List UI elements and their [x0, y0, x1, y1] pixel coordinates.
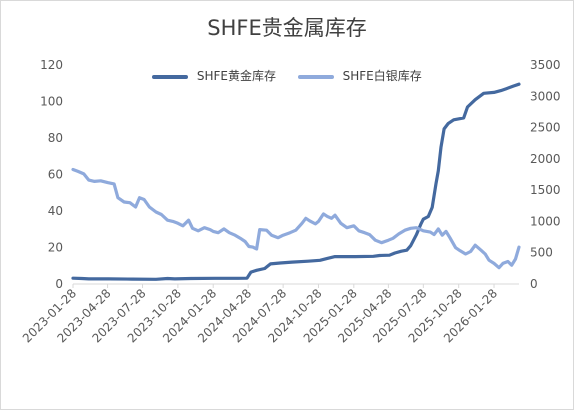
- y-right-tick-label: 2500: [530, 121, 561, 135]
- y-left-tick-label: 0: [55, 277, 63, 291]
- series-line-silver: [71, 167, 521, 270]
- legend-swatch-gold: [152, 74, 188, 79]
- series-line-gold: [71, 82, 521, 281]
- y-right-tick-label: 0: [530, 277, 538, 291]
- axes-layer: 0 20 40 60 80 100 120 0 500 1000 1500 2000 2500 3000 3…: [20, 58, 561, 345]
- legend-swatch-silver: [297, 74, 334, 79]
- y-right-tick-label: 500: [530, 246, 553, 260]
- legend: SHFE黄金库存 SHFE白银库存: [152, 67, 440, 84]
- y-left-tick-label: 100: [40, 95, 63, 109]
- y-left-tick-label: 40: [48, 204, 63, 218]
- chart-title: SHFE贵金属库存: [207, 16, 367, 40]
- y-right-tick-label: 2000: [530, 152, 561, 166]
- y-left-tick-label: 120: [40, 58, 63, 72]
- y-right-tick-label: 1000: [530, 214, 561, 228]
- series-layer: [71, 82, 521, 281]
- y-left-tick-label: 80: [48, 131, 63, 145]
- legend-item-gold: SHFE黄金库存: [152, 67, 276, 84]
- y-left-tick-label: 20: [48, 241, 63, 255]
- legend-label-silver: SHFE白银库存: [342, 69, 422, 83]
- legend-item-silver: SHFE白银库存: [297, 67, 422, 84]
- y-right-tick-label: 3500: [530, 58, 561, 72]
- y-left-tick-label: 60: [48, 168, 63, 182]
- legend-label-gold: SHFE黄金库存: [196, 69, 276, 83]
- y-right-tick-label: 3000: [530, 89, 561, 103]
- y-right-tick-label: 1500: [530, 183, 561, 197]
